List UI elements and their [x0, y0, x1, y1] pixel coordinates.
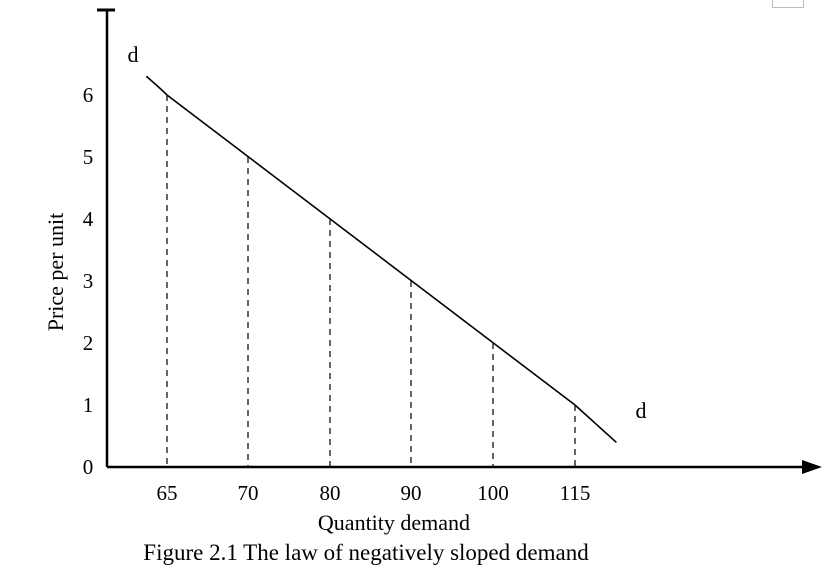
y-tick-label: 3 [83, 269, 94, 293]
x-tick-label: 70 [238, 481, 259, 505]
y-axis-label: Price per unit [43, 213, 68, 332]
y-tick-label: 1 [83, 393, 94, 417]
y-tick-label: 2 [83, 331, 94, 355]
x-tick-label: 115 [560, 481, 591, 505]
x-axis-arrowhead [802, 460, 822, 474]
y-tick-label: 0 [83, 455, 94, 479]
curve-label-end: d [636, 398, 647, 423]
figure-caption: Figure 2.1 The law of negatively sloped … [143, 540, 589, 565]
demand-curve [145, 75, 617, 444]
x-tick-label: 65 [157, 481, 178, 505]
y-tick-label: 6 [83, 83, 94, 107]
y-tick-label: 5 [83, 145, 94, 169]
x-axis-label: Quantity demand [318, 510, 470, 535]
x-tick-label: 100 [477, 481, 509, 505]
y-tick-label: 4 [83, 207, 94, 231]
corner-box [772, 0, 804, 8]
x-tick-label: 80 [320, 481, 341, 505]
curve-label-start: d [128, 42, 139, 67]
x-tick-label: 90 [401, 481, 422, 505]
